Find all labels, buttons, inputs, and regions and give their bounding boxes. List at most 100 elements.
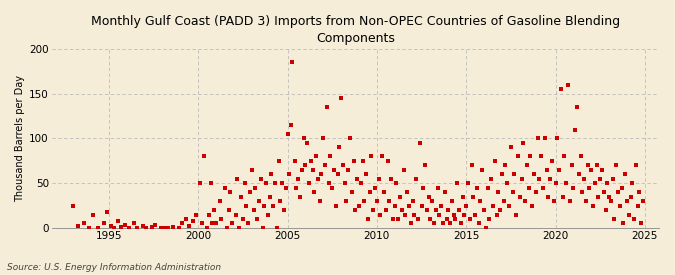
Point: [184, 224, 194, 228]
Point: [468, 194, 479, 199]
Point: [382, 159, 393, 163]
Point: [230, 212, 241, 217]
Point: [257, 226, 268, 230]
Point: [638, 199, 649, 203]
Point: [320, 163, 331, 167]
Point: [506, 145, 516, 150]
Point: [497, 172, 508, 177]
Point: [443, 208, 454, 212]
Point: [548, 199, 559, 203]
Point: [498, 199, 509, 203]
Point: [541, 167, 552, 172]
Point: [420, 163, 431, 167]
Point: [439, 190, 450, 194]
Point: [196, 221, 207, 226]
Point: [588, 204, 599, 208]
Point: [252, 217, 263, 221]
Point: [266, 172, 277, 177]
Point: [362, 217, 373, 221]
Point: [464, 217, 475, 221]
Point: [603, 194, 614, 199]
Point: [250, 186, 261, 190]
Point: [531, 190, 541, 194]
Point: [113, 219, 124, 223]
Point: [452, 181, 462, 185]
Point: [623, 212, 634, 217]
Point: [636, 221, 647, 226]
Point: [98, 221, 109, 226]
Point: [384, 199, 395, 203]
Point: [293, 177, 304, 181]
Point: [238, 217, 248, 221]
Point: [109, 226, 119, 230]
Point: [577, 190, 588, 194]
Point: [92, 226, 103, 230]
Point: [132, 226, 143, 230]
Point: [304, 181, 315, 185]
Point: [146, 225, 157, 229]
Point: [572, 105, 583, 109]
Point: [102, 210, 113, 214]
Point: [418, 186, 429, 190]
Point: [168, 225, 179, 229]
Point: [279, 208, 290, 212]
Point: [370, 186, 381, 190]
Point: [286, 123, 296, 127]
Point: [366, 154, 377, 159]
Point: [284, 172, 295, 177]
Point: [287, 60, 298, 65]
Point: [87, 212, 98, 217]
Point: [437, 221, 448, 226]
Point: [225, 190, 236, 194]
Title: Monthly Gulf Coast (PADD 3) Imports from Non-OPEC Countries of Gasoline Blending: Monthly Gulf Coast (PADD 3) Imports from…: [91, 15, 620, 45]
Point: [327, 186, 338, 190]
Point: [290, 159, 300, 163]
Point: [255, 177, 266, 181]
Point: [223, 208, 234, 212]
Point: [263, 212, 273, 217]
Point: [598, 190, 609, 194]
Point: [205, 181, 216, 185]
Point: [552, 136, 563, 141]
Point: [232, 177, 243, 181]
Point: [457, 194, 468, 199]
Point: [618, 221, 629, 226]
Point: [159, 226, 169, 230]
Point: [316, 172, 327, 177]
Point: [554, 167, 564, 172]
Point: [84, 226, 95, 230]
Point: [518, 141, 529, 145]
Point: [239, 181, 250, 185]
Point: [493, 190, 504, 194]
Point: [203, 212, 214, 217]
Point: [573, 172, 584, 177]
Point: [177, 221, 188, 226]
Point: [273, 159, 284, 163]
Point: [627, 181, 638, 185]
Point: [593, 194, 603, 199]
Point: [632, 204, 643, 208]
Point: [611, 163, 622, 167]
Point: [254, 199, 265, 203]
Point: [141, 226, 152, 230]
Point: [332, 172, 343, 177]
Point: [259, 204, 270, 208]
Point: [628, 217, 639, 221]
Point: [481, 226, 491, 230]
Point: [345, 136, 356, 141]
Point: [429, 221, 439, 226]
Point: [219, 186, 230, 190]
Point: [261, 181, 271, 185]
Point: [280, 186, 291, 190]
Point: [613, 190, 624, 194]
Point: [275, 199, 286, 203]
Point: [300, 163, 310, 167]
Point: [402, 190, 412, 194]
Point: [450, 217, 461, 221]
Point: [532, 136, 543, 141]
Point: [486, 177, 497, 181]
Point: [78, 221, 89, 226]
Point: [202, 226, 213, 230]
Point: [446, 199, 457, 203]
Point: [425, 217, 436, 221]
